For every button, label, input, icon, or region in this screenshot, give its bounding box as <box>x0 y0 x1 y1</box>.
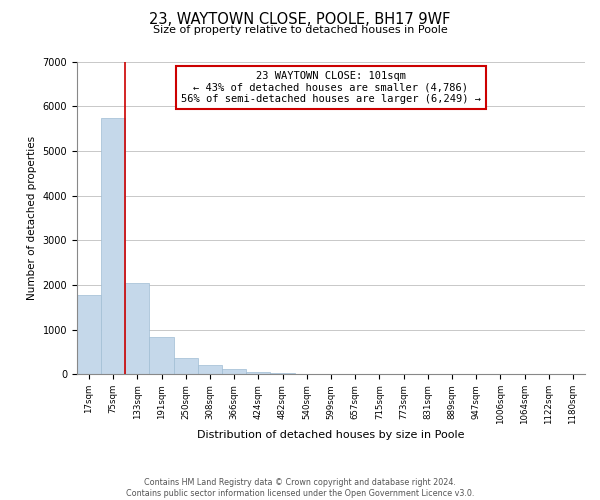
X-axis label: Distribution of detached houses by size in Poole: Distribution of detached houses by size … <box>197 430 465 440</box>
Bar <box>173 358 198 374</box>
Bar <box>77 295 101 374</box>
Bar <box>125 282 149 374</box>
Text: Contains HM Land Registry data © Crown copyright and database right 2024.
Contai: Contains HM Land Registry data © Crown c… <box>126 478 474 498</box>
Bar <box>149 338 173 374</box>
Bar <box>246 372 271 374</box>
Text: 23, WAYTOWN CLOSE, POOLE, BH17 9WF: 23, WAYTOWN CLOSE, POOLE, BH17 9WF <box>149 12 451 28</box>
Text: Size of property relative to detached houses in Poole: Size of property relative to detached ho… <box>152 25 448 35</box>
Bar <box>101 118 125 374</box>
Y-axis label: Number of detached properties: Number of detached properties <box>27 136 37 300</box>
Text: 23 WAYTOWN CLOSE: 101sqm
← 43% of detached houses are smaller (4,786)
56% of sem: 23 WAYTOWN CLOSE: 101sqm ← 43% of detach… <box>181 71 481 104</box>
Bar <box>198 364 222 374</box>
Bar <box>222 370 246 374</box>
